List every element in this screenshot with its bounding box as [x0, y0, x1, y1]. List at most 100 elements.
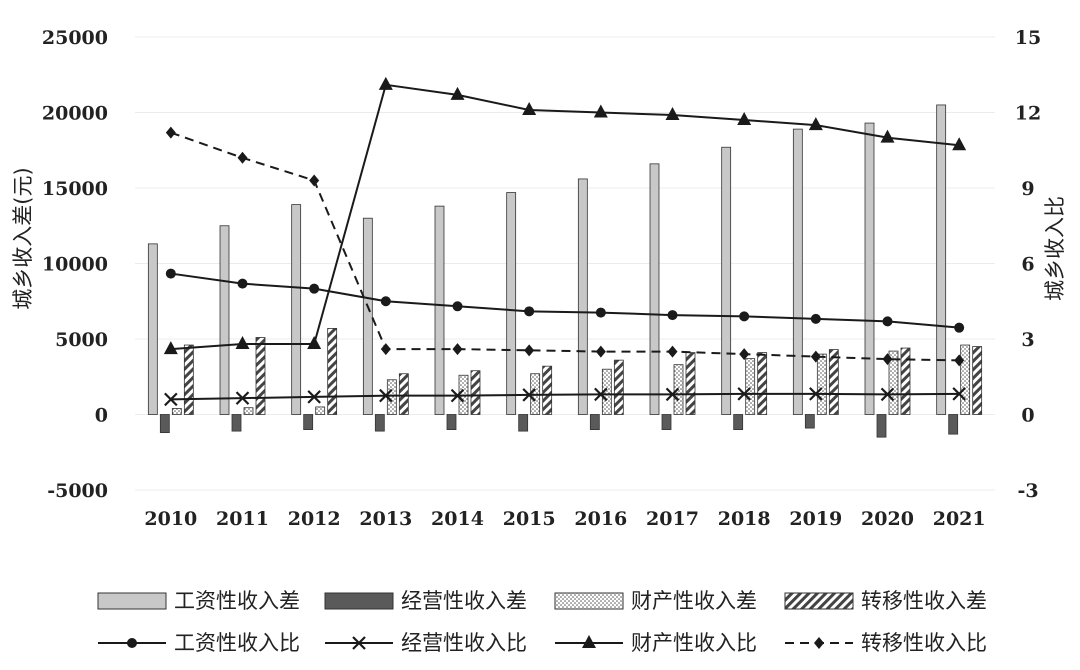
series-line-circle: [170, 272, 960, 329]
marker-diamond: [309, 174, 320, 187]
bar-dotted: [171, 408, 182, 415]
bar-solid-dark: [446, 414, 457, 431]
bar-solid-light: [721, 146, 732, 415]
legend-label: 经营性收入差: [401, 589, 527, 613]
marker-diamond: [814, 637, 824, 649]
marker-circle: [237, 278, 248, 289]
x-tick-label: 2015: [503, 508, 556, 530]
marker-diamond: [237, 151, 248, 164]
left-tick-label: 10000: [42, 254, 108, 276]
bar-solid-dark: [733, 414, 744, 431]
bar-solid-light: [434, 205, 445, 415]
bar-hatched: [757, 352, 768, 415]
left-tick-label: 20000: [42, 103, 108, 125]
x-tick-label: 2019: [789, 508, 842, 530]
marker-triangle: [163, 341, 178, 355]
marker-circle: [595, 307, 606, 318]
legend-swatch-hatched: [784, 592, 854, 610]
bar-layer: [147, 104, 983, 438]
marker-circle: [452, 301, 463, 312]
bar-solid-light: [649, 163, 660, 415]
bar-dotted: [816, 353, 827, 415]
left-tick-label: -5000: [47, 480, 108, 502]
marker-circle: [739, 311, 750, 322]
legend-swatch-solid-dark: [324, 592, 394, 610]
marker-x: [235, 391, 250, 405]
marker-triangle: [593, 104, 608, 118]
x-tick-label: 2017: [646, 508, 699, 530]
bar-solid-dark: [661, 414, 672, 431]
marker-circle: [165, 268, 176, 279]
bar-solid-dark: [231, 414, 242, 432]
x-tick-label: 2018: [718, 508, 771, 530]
bar-solid-light: [219, 225, 230, 415]
bar-solid-dark: [374, 414, 385, 432]
legend-label: 财产性收入比: [631, 631, 757, 655]
marker-x: [880, 387, 895, 402]
marker-x: [352, 636, 366, 650]
marker-x: [379, 388, 393, 403]
line-layer: [163, 76, 967, 407]
bar-hatched: [972, 346, 983, 415]
right-tick-label: 9: [1021, 178, 1034, 200]
bar-hatched: [255, 337, 266, 415]
marker-triangle: [235, 336, 250, 350]
left-tick-label: 0: [95, 405, 108, 427]
marker-x: [164, 392, 178, 407]
bar-solid-dark: [589, 414, 600, 431]
legend-swatch-dotted: [554, 592, 624, 610]
marker-circle: [309, 283, 320, 294]
bar-hatched: [398, 373, 409, 415]
bar-solid-light: [864, 122, 875, 415]
bar-dotted: [745, 358, 756, 415]
right-tick-label: -3: [1017, 480, 1038, 502]
bar-solid-dark: [876, 414, 887, 438]
marker-diamond: [739, 348, 750, 361]
bar-solid-light: [291, 204, 302, 415]
x-tick-label: 2021: [933, 508, 986, 530]
bar-solid-dark: [303, 414, 314, 431]
legend-label: 财产性收入差: [631, 589, 757, 613]
left-tick-label: 25000: [42, 27, 108, 49]
right-tick-label: 15: [1015, 27, 1041, 49]
bar-solid-light: [792, 128, 803, 415]
marker-triangle: [582, 635, 596, 648]
axis-layer: -5000 0 5000 10000 15000 20000 25000 -3 0 3 6 9 12 15…: [11, 27, 1067, 530]
marker-triangle: [450, 86, 465, 100]
marker-diamond: [595, 345, 606, 358]
bar-hatched: [183, 344, 194, 415]
bar-hatched: [685, 352, 696, 415]
series-line-x: [170, 392, 960, 401]
right-tick-label: 0: [1021, 405, 1034, 427]
bar-solid-light: [936, 104, 947, 415]
marker-triangle: [665, 107, 680, 121]
marker-triangle: [880, 129, 895, 143]
marker-x: [952, 387, 966, 401]
x-tick-label: 2011: [216, 508, 269, 530]
marker-diamond: [524, 344, 535, 357]
legend-label: 经营性收入比: [401, 631, 527, 655]
marker-diamond: [882, 353, 893, 366]
left-axis-title: 城乡收入差(元): [11, 167, 35, 309]
right-tick-label: 12: [1015, 103, 1041, 125]
legend-swatch-solid-light: [97, 592, 167, 610]
marker-x: [665, 387, 680, 402]
marker-circle: [667, 310, 678, 321]
right-tick-label: 6: [1021, 254, 1034, 276]
marker-circle: [127, 638, 137, 648]
marker-triangle: [378, 76, 393, 90]
marker-diamond: [810, 350, 821, 363]
left-tick-label: 5000: [55, 329, 108, 351]
x-tick-label: 2013: [359, 508, 412, 530]
bar-dotted: [315, 406, 326, 415]
bar-hatched: [327, 328, 338, 415]
bar-hatched: [828, 349, 839, 415]
marker-triangle: [522, 101, 537, 115]
bar-solid-light: [577, 178, 588, 415]
x-tick-label: 2012: [288, 508, 341, 530]
bar-solid-light: [506, 192, 517, 415]
legend-label: 工资性收入差: [174, 589, 300, 613]
marker-x: [522, 388, 536, 402]
series-line-triangle: [170, 83, 960, 351]
marker-circle: [380, 296, 391, 307]
